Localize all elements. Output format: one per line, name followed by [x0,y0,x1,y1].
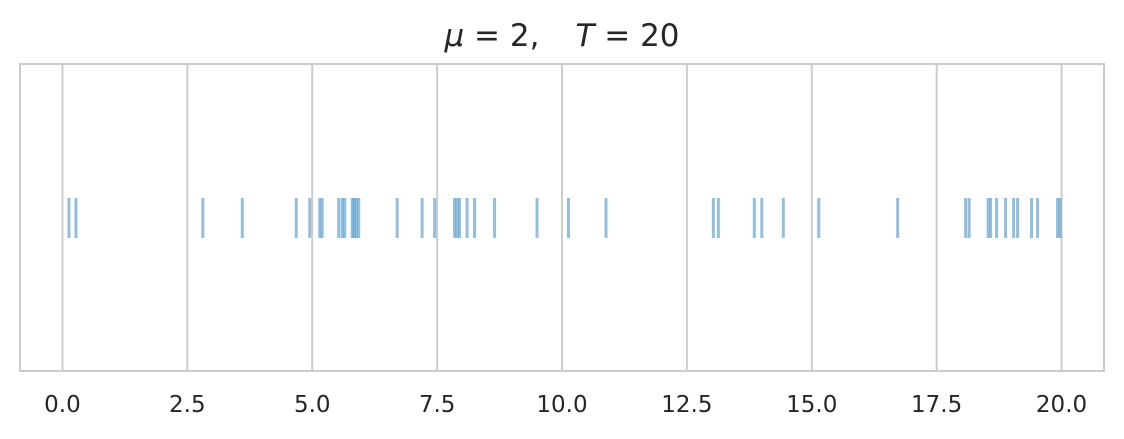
x-tick-label: 17.5 [911,392,962,418]
x-tick-label: 10.0 [536,392,587,418]
title-mu-value: = 2, [464,18,539,54]
x-gridlines [61,64,1063,371]
chart-title: μ = 2, T = 20 [443,18,679,54]
x-tick-label: 7.5 [419,392,456,418]
title-mu-symbol: μ [443,18,464,54]
plot-frame [19,63,1105,372]
x-tick-labels: 0.0 2.5 5.0 7.5 10.0 12.5 15.0 17.5 20.0 [44,392,1087,418]
x-tick-label: 15.0 [786,392,837,418]
x-tick-label: 20.0 [1036,392,1087,418]
x-tick-label: 0.0 [44,392,81,418]
event-marks [67,198,1062,238]
x-tick-label: 5.0 [294,392,331,418]
x-tick-label: 2.5 [169,392,206,418]
title-t-symbol: T [575,18,596,54]
title-t-value: = 20 [594,18,679,54]
x-tick-label: 12.5 [661,392,712,418]
